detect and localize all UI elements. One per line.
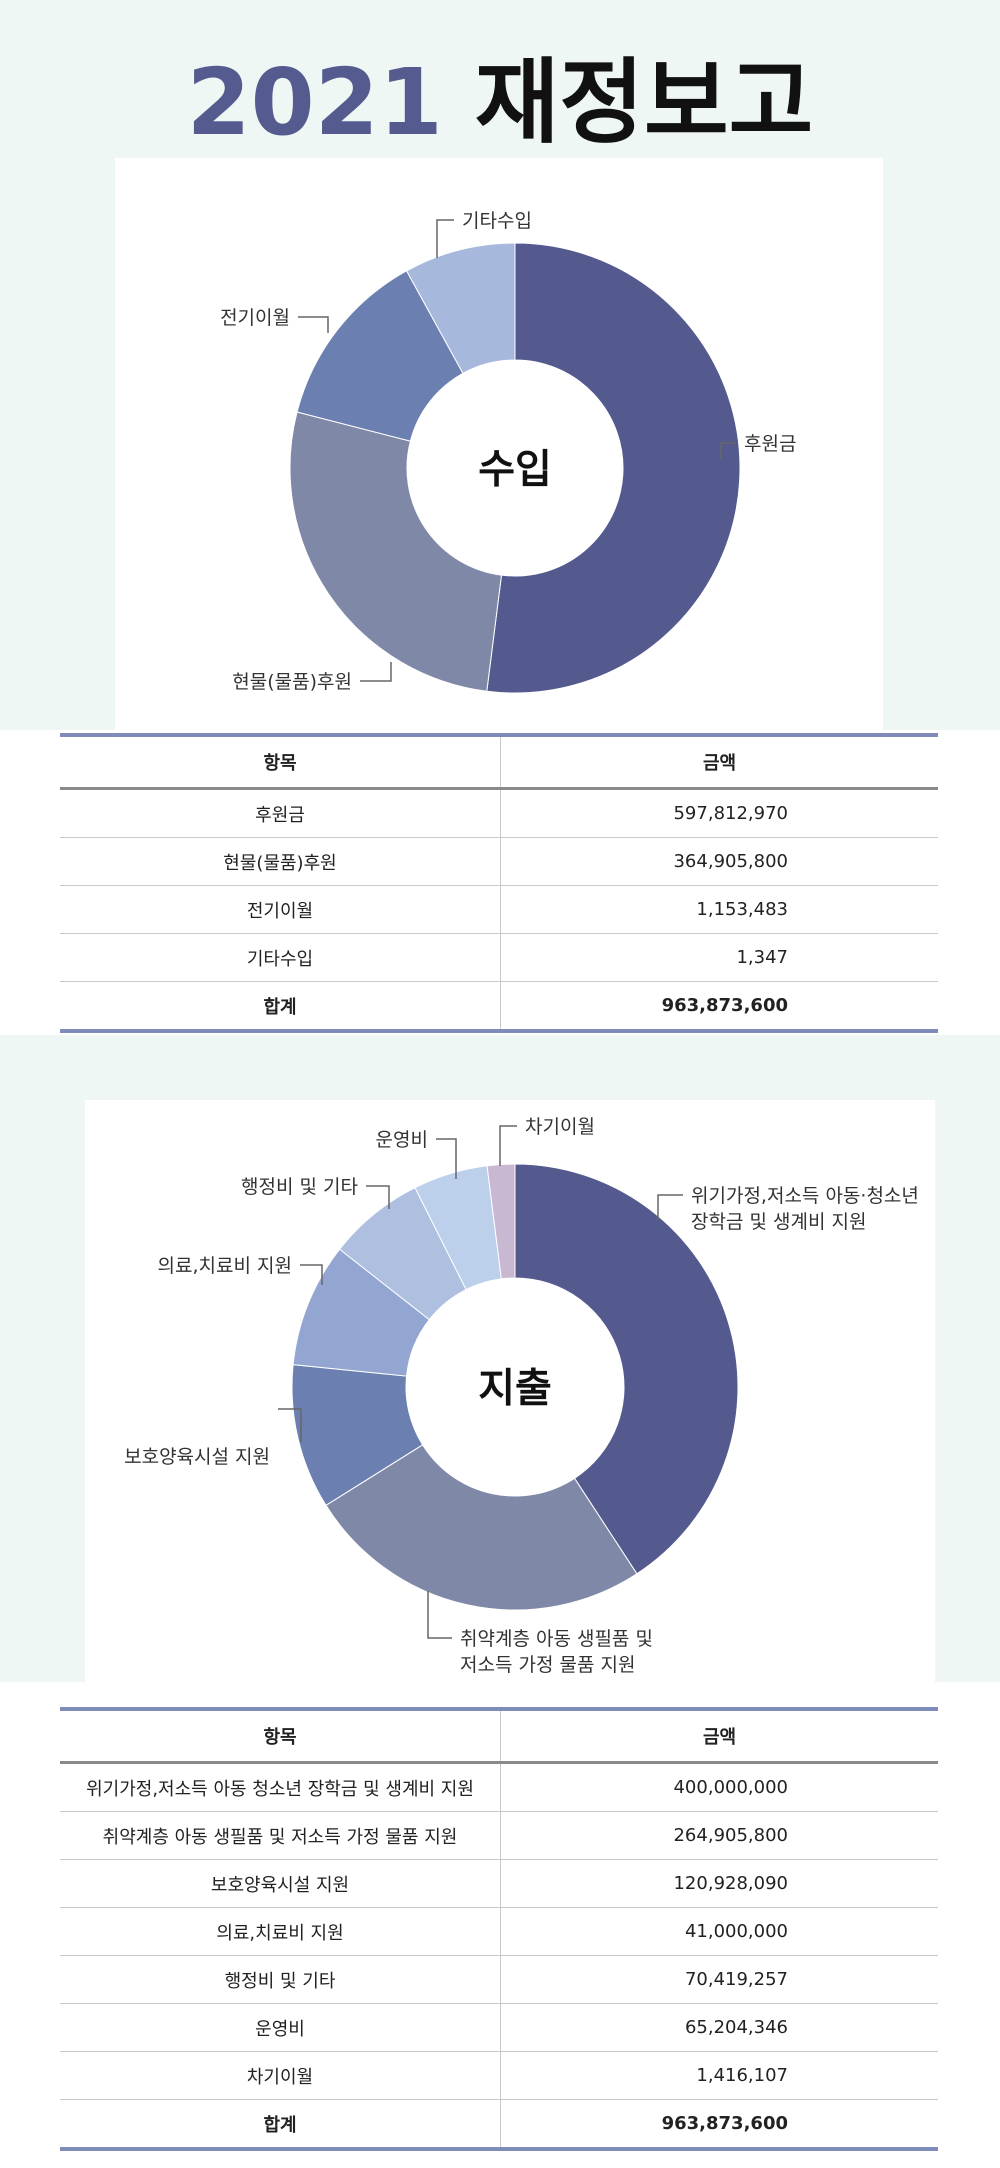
item-cell: 기타수입 xyxy=(60,933,501,982)
amount-cell: 41,000,000 xyxy=(500,1907,938,1956)
amount-cell: 1,153,483 xyxy=(500,885,938,934)
page-title: 2021 재정보고 xyxy=(0,48,1000,158)
item-cell: 전기이월 xyxy=(60,885,501,934)
amount-cell: 264,905,800 xyxy=(500,1811,938,1860)
table-row: 위기가정,저소득 아동 청소년 장학금 및 생계비 지원 400,000,000 xyxy=(60,1762,938,1812)
income-table: 항목 금액 후원금 597,812,970 현물(물품)후원 364,905,800 전… xyxy=(60,733,938,1033)
expense-table: 항목 금액 위기가정,저소득 아동 청소년 장학금 및 생계비 지원 400,00… xyxy=(60,1707,938,2151)
income-chart-panel xyxy=(115,158,883,730)
item-cell: 행정비 및 기타 xyxy=(60,1955,501,2004)
column-header-amount: 금액 xyxy=(500,735,938,790)
table-row: 보호양육시설 지원 120,928,090 xyxy=(60,1859,938,1908)
item-cell: 합계 xyxy=(60,2099,501,2149)
amount-cell: 1,416,107 xyxy=(500,2051,938,2100)
item-cell: 취약계층 아동 생필품 및 저소득 가정 물품 지원 xyxy=(60,1811,501,1860)
item-cell: 의료,치료비 지원 xyxy=(60,1907,501,1956)
column-header-amount: 금액 xyxy=(500,1709,938,1764)
item-cell: 현물(물품)후원 xyxy=(60,837,501,886)
table-row: 차기이월 1,416,107 xyxy=(60,2051,938,2100)
table-row: 행정비 및 기타 70,419,257 xyxy=(60,1955,938,2004)
item-cell: 운영비 xyxy=(60,2003,501,2052)
table-header-row: 항목 금액 xyxy=(60,735,938,790)
table-total-row: 합계 963,873,600 xyxy=(60,2099,938,2149)
table-header-row: 항목 금액 xyxy=(60,1709,938,1764)
table-row: 의료,치료비 지원 41,000,000 xyxy=(60,1907,938,1956)
item-cell: 합계 xyxy=(60,981,501,1031)
table-row: 취약계층 아동 생필품 및 저소득 가정 물품 지원 264,905,800 xyxy=(60,1811,938,1860)
title-text: 재정보고 xyxy=(474,49,814,156)
item-cell: 차기이월 xyxy=(60,2051,501,2100)
amount-cell: 70,419,257 xyxy=(500,1955,938,2004)
amount-cell: 120,928,090 xyxy=(500,1859,938,1908)
amount-cell: 65,204,346 xyxy=(500,2003,938,2052)
amount-cell: 364,905,800 xyxy=(500,837,938,886)
amount-cell: 963,873,600 xyxy=(500,981,938,1031)
table-row: 후원금 597,812,970 xyxy=(60,788,938,838)
expense-chart-panel xyxy=(85,1100,935,1682)
item-cell: 위기가정,저소득 아동 청소년 장학금 및 생계비 지원 xyxy=(60,1762,501,1812)
amount-cell: 400,000,000 xyxy=(500,1762,938,1812)
amount-cell: 597,812,970 xyxy=(500,788,938,838)
item-cell: 후원금 xyxy=(60,788,501,838)
amount-cell: 1,347 xyxy=(500,933,938,982)
column-header-item: 항목 xyxy=(60,735,501,790)
amount-cell: 963,873,600 xyxy=(500,2099,938,2149)
table-total-row: 합계 963,873,600 xyxy=(60,981,938,1031)
item-cell: 보호양육시설 지원 xyxy=(60,1859,501,1908)
table-row: 전기이월 1,153,483 xyxy=(60,885,938,934)
column-header-item: 항목 xyxy=(60,1709,501,1764)
title-year: 2021 xyxy=(186,49,443,156)
table-row: 현물(물품)후원 364,905,800 xyxy=(60,837,938,886)
table-row: 기타수입 1,347 xyxy=(60,933,938,982)
table-row: 운영비 65,204,346 xyxy=(60,2003,938,2052)
